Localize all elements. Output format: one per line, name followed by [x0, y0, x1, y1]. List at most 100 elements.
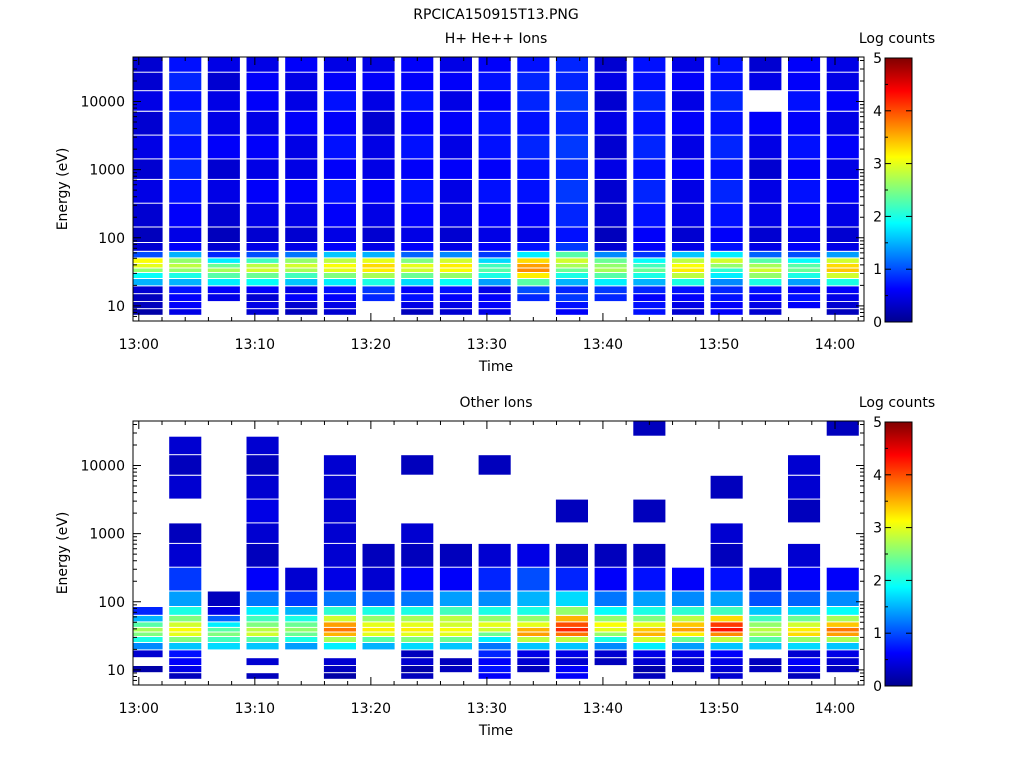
heatmap-cell [517, 607, 550, 615]
heatmap-cell [323, 179, 356, 203]
heatmap-cell [517, 643, 550, 650]
heatmap-cell [594, 615, 627, 622]
heatmap-cell [439, 615, 472, 622]
heatmap-cell [594, 111, 627, 135]
heatmap-cell [323, 658, 356, 666]
heatmap-cell [555, 179, 588, 203]
heatmap-cell [555, 591, 588, 606]
heatmap-cell [133, 309, 163, 315]
heatmap-cell [749, 302, 782, 309]
heatmap-cell [633, 567, 666, 591]
heatmap-cell [788, 658, 821, 666]
heatmap-cell [285, 294, 318, 302]
heatmap-cell [323, 455, 356, 475]
heatmap-cell [439, 72, 472, 91]
heatmap-cell [710, 91, 743, 111]
heatmap-cell [710, 203, 743, 227]
heatmap-cell [323, 499, 356, 523]
heatmap-cell [439, 309, 472, 315]
heatmap-cell [401, 268, 434, 272]
heatmap-cell [323, 268, 356, 272]
heatmap-cell [555, 251, 588, 258]
heatmap-cell [169, 268, 202, 272]
heatmap-cell [285, 227, 318, 242]
heatmap-cell [826, 243, 859, 251]
heatmap-cell [401, 251, 434, 258]
heatmap-cell [207, 251, 240, 258]
heatmap-cell [633, 615, 666, 622]
heatmap-cell [672, 650, 705, 658]
heatmap-cell [826, 615, 859, 622]
heatmap-cell [285, 72, 318, 91]
heatmap-cell [133, 72, 163, 91]
heatmap-cell [207, 591, 240, 606]
heatmap-cell [594, 591, 627, 606]
heatmap-cell [439, 251, 472, 258]
heatmap-cell [517, 658, 550, 666]
y-tick-label: 10000 [80, 95, 125, 111]
heatmap-cell [788, 643, 821, 650]
heatmap-cell [749, 111, 782, 135]
heatmap-cell [401, 658, 434, 666]
heatmap-cell [788, 179, 821, 203]
heatmap-cell [169, 607, 202, 615]
heatmap-cell [169, 627, 202, 632]
heatmap-cell [826, 637, 859, 642]
heatmap-cell [594, 658, 627, 666]
heatmap-cell [710, 637, 743, 642]
heatmap-cell [555, 666, 588, 673]
heatmap-cell [749, 227, 782, 242]
heatmap-cell [710, 650, 743, 658]
heatmap-cell [478, 273, 511, 278]
heatmap-cell [246, 436, 279, 455]
heatmap-cell [323, 622, 356, 627]
heatmap-cell [323, 673, 356, 679]
heatmap-cell [401, 91, 434, 111]
heatmap-cell [749, 279, 782, 286]
heatmap-cell [439, 243, 472, 251]
heatmap-cell [362, 268, 395, 272]
heatmap-cell [633, 591, 666, 606]
heatmap-cell [401, 286, 434, 294]
heatmap-cell [401, 273, 434, 278]
heatmap-cell [710, 591, 743, 606]
heatmap-cell [517, 637, 550, 642]
x-tick-label: 13:20 [351, 337, 391, 353]
heatmap-cell [323, 294, 356, 302]
x-tick-label: 13:10 [235, 701, 275, 717]
heatmap-cell [826, 666, 859, 673]
heatmap-cell [788, 227, 821, 242]
heatmap-cell [594, 268, 627, 272]
heatmap-cell [246, 475, 279, 499]
heatmap-cell [710, 57, 743, 72]
heatmap-cell [710, 543, 743, 567]
heatmap-cell [246, 179, 279, 203]
plot-frame [132, 56, 865, 322]
heatmap-cell [285, 622, 318, 627]
heatmap-cell [788, 91, 821, 111]
heatmap-cell [439, 632, 472, 636]
colorbar-gradient [884, 421, 913, 687]
heatmap-cell [362, 135, 395, 159]
heatmap-cell [788, 286, 821, 294]
heatmap-cell [207, 643, 240, 650]
heatmap-cell [323, 251, 356, 258]
heatmap-cell [285, 643, 318, 650]
heatmap-cell [826, 302, 859, 309]
heatmap-cell [207, 179, 240, 203]
heatmap-cell [517, 251, 550, 258]
colorbar: 0 1 2 3 4 5 [873, 51, 913, 331]
heatmap-cell [323, 273, 356, 278]
heatmap-cell [246, 268, 279, 272]
heatmap-cell [362, 91, 395, 111]
heatmap-cell [401, 627, 434, 632]
heatmap-cell [246, 622, 279, 627]
heatmap-cell [633, 91, 666, 111]
heatmap-cell [594, 632, 627, 636]
heatmap-cell [133, 179, 163, 203]
heatmap-cell [401, 302, 434, 309]
heatmap-cell [169, 436, 202, 455]
heatmap-cell [672, 567, 705, 591]
